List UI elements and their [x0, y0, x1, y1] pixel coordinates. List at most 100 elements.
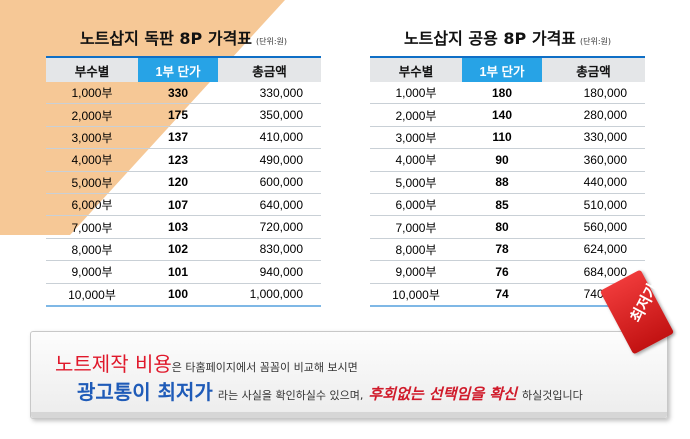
cell-quantity: 10,000부 — [46, 283, 138, 307]
cell-quantity: 5,000부 — [46, 171, 138, 194]
cell-total: 180,000 — [542, 82, 645, 105]
cell-quantity: 3,000부 — [46, 126, 138, 150]
cell-total: 330,000 — [218, 82, 321, 105]
cell-unit-price: 102 — [138, 238, 218, 262]
cell-total: 350,000 — [218, 103, 321, 127]
cell-total: 440,000 — [542, 171, 645, 194]
col-header-quantity: 부수별 — [46, 56, 138, 82]
cell-unit-price: 80 — [462, 215, 542, 239]
cell-quantity: 4,000부 — [46, 148, 138, 172]
table-row: 4,000부 90 360,000 — [370, 148, 645, 172]
cell-quantity: 1,000부 — [46, 82, 138, 105]
table-row: 10,000부 100 1,000,000 — [46, 283, 321, 307]
cell-quantity: 8,000부 — [370, 238, 462, 262]
banner-highlight-blue: 광고통이 최저가 — [77, 380, 213, 404]
price-table-exclusive: 노트삽지 독판 8P 가격표 (단위:원) 부수별 1부 단가 총금액 1,000… — [46, 28, 321, 307]
banner-highlight-red: 노트제작 비용 — [55, 352, 172, 376]
cell-unit-price: 78 — [462, 238, 542, 262]
cell-quantity: 7,000부 — [46, 215, 138, 239]
table-title: 노트삽지 공용 8P 가격표 (단위:원) — [370, 28, 645, 50]
table-row: 1,000부 180 180,000 — [370, 82, 645, 105]
cell-unit-price: 120 — [138, 171, 218, 194]
table-row: 7,000부 80 560,000 — [370, 215, 645, 239]
cell-total: 830,000 — [218, 238, 321, 262]
cell-total: 624,000 — [542, 238, 645, 262]
table-row: 3,000부 137 410,000 — [46, 126, 321, 150]
cell-total: 640,000 — [218, 193, 321, 217]
cell-total: 280,000 — [542, 103, 645, 127]
table-row: 8,000부 78 624,000 — [370, 238, 645, 262]
cell-unit-price: 175 — [138, 103, 218, 127]
cell-quantity: 6,000부 — [370, 193, 462, 217]
cell-total: 600,000 — [218, 171, 321, 194]
table-row: 8,000부 102 830,000 — [46, 238, 321, 262]
table-row: 5,000부 120 600,000 — [46, 171, 321, 194]
cell-total: 720,000 — [218, 215, 321, 239]
banner-text: 하실것입니다 — [522, 389, 583, 402]
banner-line-1: 노트제작 비용은 타홈페이지에서 꼼꼼이 비교해 보시면 — [55, 348, 358, 377]
cell-unit-price: 140 — [462, 103, 542, 127]
cell-unit-price: 100 — [138, 283, 218, 307]
cell-total: 360,000 — [542, 148, 645, 172]
cell-total: 560,000 — [542, 215, 645, 239]
table-title-text: 노트삽지 독판 8P 가격표 — [79, 29, 253, 48]
table-row: 2,000부 175 350,000 — [46, 103, 321, 127]
unit-label: (단위:원) — [256, 37, 288, 46]
cell-quantity: 9,000부 — [370, 260, 462, 284]
table-row: 9,000부 76 684,000 — [370, 260, 645, 284]
cell-unit-price: 90 — [462, 148, 542, 172]
cell-unit-price: 330 — [138, 82, 218, 105]
info-banner: 노트제작 비용은 타홈페이지에서 꼼꼼이 비교해 보시면 광고통이 최저가 라는… — [30, 331, 668, 419]
cell-quantity: 8,000부 — [46, 238, 138, 262]
price-table-shared: 노트삽지 공용 8P 가격표 (단위:원) 부수별 1부 단가 총금액 1,000… — [370, 28, 645, 307]
cell-total: 1,000,000 — [218, 283, 321, 307]
cell-total: 510,000 — [542, 193, 645, 217]
banner-line-2: 광고통이 최저가 라는 사실을 확인하실수 있으며, 후회없는 선택임을 확신 … — [77, 376, 583, 405]
lowest-price-badge: 최저가 — [590, 269, 680, 360]
table-row: 1,000부 330 330,000 — [46, 82, 321, 105]
cell-unit-price: 74 — [462, 283, 542, 307]
cell-unit-price: 137 — [138, 126, 218, 150]
cell-unit-price: 76 — [462, 260, 542, 284]
banner-text: 은 타홈페이지에서 꼼꼼이 비교해 보시면 — [171, 361, 358, 374]
cell-total: 490,000 — [218, 148, 321, 172]
unit-label: (단위:원) — [580, 37, 612, 46]
cell-quantity: 4,000부 — [370, 148, 462, 172]
table-row: 2,000부 140 280,000 — [370, 103, 645, 127]
cell-unit-price: 85 — [462, 193, 542, 217]
cell-unit-price: 88 — [462, 171, 542, 194]
banner-shadow — [31, 412, 667, 418]
cell-quantity: 10,000부 — [370, 283, 462, 307]
table-row: 9,000부 101 940,000 — [46, 260, 321, 284]
cell-quantity: 2,000부 — [370, 103, 462, 127]
cell-unit-price: 180 — [462, 82, 542, 105]
banner-text: 라는 사실을 확인하실수 있으며, — [217, 389, 364, 402]
cell-quantity: 5,000부 — [370, 171, 462, 194]
table-row: 5,000부 88 440,000 — [370, 171, 645, 194]
col-header-unit-price: 1부 단가 — [462, 56, 542, 82]
cell-total: 330,000 — [542, 126, 645, 150]
cell-total: 410,000 — [218, 126, 321, 150]
cell-total: 684,000 — [542, 260, 645, 284]
table-row: 3,000부 110 330,000 — [370, 126, 645, 150]
cell-unit-price: 110 — [462, 126, 542, 150]
col-header-unit-price: 1부 단가 — [138, 56, 218, 82]
cell-unit-price: 101 — [138, 260, 218, 284]
cell-unit-price: 123 — [138, 148, 218, 172]
cell-unit-price: 103 — [138, 215, 218, 239]
table-header-row: 부수별 1부 단가 총금액 — [46, 56, 321, 82]
table-title: 노트삽지 독판 8P 가격표 (단위:원) — [46, 28, 321, 50]
table-row: 4,000부 123 490,000 — [46, 148, 321, 172]
cell-quantity: 2,000부 — [46, 103, 138, 127]
cell-unit-price: 107 — [138, 193, 218, 217]
cell-quantity: 3,000부 — [370, 126, 462, 150]
price-table: 부수별 1부 단가 총금액 1,000부 180 180,000 2,000부 140 2… — [370, 56, 645, 307]
table-row: 6,000부 85 510,000 — [370, 193, 645, 217]
col-header-total: 총금액 — [542, 56, 645, 82]
cell-quantity: 1,000부 — [370, 82, 462, 105]
cell-quantity: 6,000부 — [46, 193, 138, 217]
table-body: 1,000부 180 180,000 2,000부 140 280,000 3,000부 11… — [370, 82, 645, 307]
cell-total: 940,000 — [218, 260, 321, 284]
banner-handwritten-text: 후회없는 선택임을 확신 — [368, 385, 517, 403]
cell-quantity: 7,000부 — [370, 215, 462, 239]
